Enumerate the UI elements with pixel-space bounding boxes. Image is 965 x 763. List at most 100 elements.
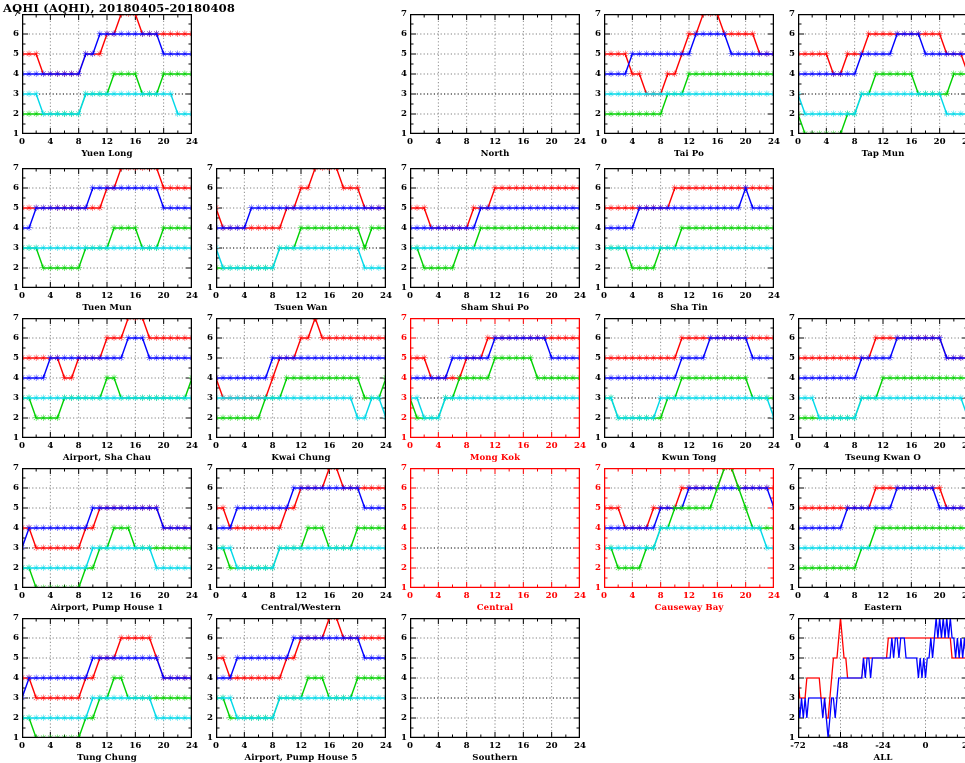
svg-text:✳: ✳ xyxy=(915,334,923,344)
svg-text:✳: ✳ xyxy=(699,184,707,194)
svg-text:✳: ✳ xyxy=(262,714,270,724)
svg-text:✳: ✳ xyxy=(54,244,62,254)
svg-text:✳: ✳ xyxy=(629,374,637,384)
xtick-label: 24 xyxy=(952,441,965,451)
svg-text:✳: ✳ xyxy=(110,184,118,194)
svg-text:✳: ✳ xyxy=(103,30,111,40)
svg-text:✳: ✳ xyxy=(534,394,542,404)
svg-text:✳: ✳ xyxy=(837,70,845,80)
svg-text:✳: ✳ xyxy=(470,204,478,214)
svg-text:✳: ✳ xyxy=(75,734,83,738)
svg-text:✳: ✳ xyxy=(54,70,62,80)
svg-text:✳: ✳ xyxy=(808,374,816,384)
svg-text:✳: ✳ xyxy=(68,694,76,704)
svg-text:✳: ✳ xyxy=(375,544,383,554)
svg-text:✳: ✳ xyxy=(858,394,866,404)
svg-text:✳: ✳ xyxy=(664,204,672,214)
svg-text:✳: ✳ xyxy=(815,524,823,534)
svg-text:✳: ✳ xyxy=(756,484,764,494)
svg-text:✳: ✳ xyxy=(167,50,175,60)
svg-text:✳: ✳ xyxy=(692,354,700,364)
svg-text:✳: ✳ xyxy=(449,264,457,274)
series-cyan xyxy=(22,547,192,569)
svg-text:✳: ✳ xyxy=(621,544,629,554)
svg-text:✳: ✳ xyxy=(756,204,764,214)
svg-text:✳: ✳ xyxy=(382,694,386,704)
svg-text:✳: ✳ xyxy=(248,714,256,724)
svg-text:✳: ✳ xyxy=(607,224,615,234)
svg-text:✳: ✳ xyxy=(614,70,622,80)
svg-text:✳: ✳ xyxy=(420,374,428,384)
svg-text:✳: ✳ xyxy=(304,394,312,404)
svg-text:✳: ✳ xyxy=(248,714,256,724)
svg-text:✳: ✳ xyxy=(815,544,823,554)
svg-text:✳: ✳ xyxy=(435,374,443,384)
svg-text:✳: ✳ xyxy=(823,544,831,554)
svg-text:✳: ✳ xyxy=(837,504,845,514)
ytick-label: 1 xyxy=(789,733,795,743)
svg-text:✳: ✳ xyxy=(22,354,26,364)
svg-text:✳: ✳ xyxy=(470,374,478,384)
ytick-label: 5 xyxy=(595,203,601,213)
svg-text:✳: ✳ xyxy=(318,224,326,234)
series-cyan xyxy=(604,397,774,419)
svg-text:✳: ✳ xyxy=(851,374,859,384)
svg-text:✳: ✳ xyxy=(283,694,291,704)
svg-text:✳: ✳ xyxy=(382,484,386,494)
svg-text:✳: ✳ xyxy=(311,674,319,684)
svg-text:✳: ✳ xyxy=(929,50,937,60)
svg-text:✳: ✳ xyxy=(39,544,47,554)
svg-text:✳: ✳ xyxy=(706,334,714,344)
svg-text:✳: ✳ xyxy=(216,224,220,234)
svg-text:✳: ✳ xyxy=(262,564,270,574)
svg-text:✳: ✳ xyxy=(678,90,686,100)
svg-text:✳: ✳ xyxy=(132,394,140,404)
svg-text:✳: ✳ xyxy=(110,244,118,254)
svg-text:✳: ✳ xyxy=(333,618,341,624)
series-green xyxy=(410,357,580,419)
svg-text:✳: ✳ xyxy=(68,264,76,274)
svg-text:✳: ✳ xyxy=(844,354,852,364)
svg-text:✳: ✳ xyxy=(893,70,901,80)
svg-text:✳: ✳ xyxy=(117,224,125,234)
svg-text:✳: ✳ xyxy=(283,654,291,664)
panel-label-eastern: Eastern xyxy=(864,603,902,613)
svg-text:✳: ✳ xyxy=(117,184,125,194)
svg-text:✳: ✳ xyxy=(950,50,958,60)
svg-text:✳: ✳ xyxy=(770,334,774,344)
xtick-label: -48 xyxy=(832,741,849,751)
svg-text:✳: ✳ xyxy=(103,544,111,554)
svg-text:✳: ✳ xyxy=(756,50,764,60)
svg-text:✳: ✳ xyxy=(830,414,838,424)
svg-text:✳: ✳ xyxy=(347,544,355,554)
svg-text:✳: ✳ xyxy=(318,524,326,534)
svg-text:✳: ✳ xyxy=(219,524,227,534)
svg-text:✳: ✳ xyxy=(283,654,291,664)
svg-text:✳: ✳ xyxy=(943,354,951,364)
svg-text:✳: ✳ xyxy=(936,504,944,514)
svg-text:✳: ✳ xyxy=(763,224,771,234)
svg-text:✳: ✳ xyxy=(943,90,951,100)
svg-text:✳: ✳ xyxy=(410,244,414,254)
svg-text:✳: ✳ xyxy=(241,394,249,404)
panel-airport-sha-chau: ✳ ✳ ✳ ✳ ✳ ✳ ✳ ✳ ✳ ✳ ✳ ✳ ✳ ✳ ✳ ✳ ✳ ✳ ✳ ✳ ✳ ✳ ✳ ✳ ✳ ✳ ✳ ✳ ✳ ✳ ✳ ✳ ✳ ✳ ✳ ✳ ✳ ✳ ✳ ✳… xyxy=(13,304,198,463)
svg-text:✳: ✳ xyxy=(491,224,499,234)
svg-text:✳: ✳ xyxy=(643,204,651,214)
svg-text:✳: ✳ xyxy=(763,354,771,364)
svg-text:✳: ✳ xyxy=(219,224,227,234)
svg-text:✳: ✳ xyxy=(326,204,334,214)
svg-text:✳: ✳ xyxy=(520,354,528,364)
svg-text:✳: ✳ xyxy=(527,394,535,404)
svg-text:✳: ✳ xyxy=(32,414,40,424)
svg-text:✳: ✳ xyxy=(382,524,386,534)
svg-text:✳: ✳ xyxy=(22,204,26,214)
svg-text:✳: ✳ xyxy=(420,204,428,214)
svg-text:✳: ✳ xyxy=(167,524,175,534)
svg-text:✳: ✳ xyxy=(82,394,90,404)
svg-text:✳: ✳ xyxy=(699,70,707,80)
panel-tseung-kwan-o: ✳ ✳ ✳ ✳ ✳ ✳ ✳ ✳ ✳ ✳ ✳ ✳ ✳ ✳ ✳ ✳ ✳ ✳ ✳ ✳ ✳ ✳ ✳ ✳ ✳ ✳ ✳ ✳ ✳ ✳ ✳ ✳ ✳ ✳ ✳ ✳ ✳ ✳ ✳ ✳… xyxy=(789,304,965,463)
svg-text:✳: ✳ xyxy=(233,564,241,574)
svg-text:✳: ✳ xyxy=(844,374,852,384)
svg-text:✳: ✳ xyxy=(188,564,192,574)
svg-text:✳: ✳ xyxy=(908,90,916,100)
